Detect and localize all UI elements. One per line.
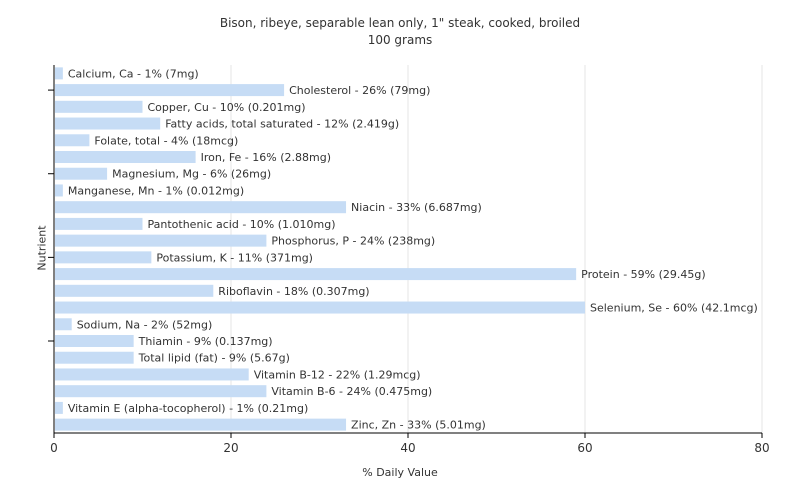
bar-5 (55, 151, 196, 163)
x-axis-label: % Daily Value (362, 466, 438, 479)
bar-label-8: Niacin - 33% (6.687mg) (351, 201, 482, 214)
bar-label-21: Zinc, Zn - 33% (5.01mg) (351, 419, 486, 432)
bar-label-5: Iron, Fe - 16% (2.88mg) (201, 151, 331, 164)
bar-label-0: Calcium, Ca - 1% (7mg) (68, 67, 199, 80)
bar-label-2: Copper, Cu - 10% (0.201mg) (148, 101, 306, 114)
bar-18 (55, 368, 249, 381)
bar-label-15: Sodium, Na - 2% (52mg) (77, 318, 213, 331)
bar-4 (55, 134, 90, 147)
bar-10 (55, 234, 267, 247)
bar-label-19: Vitamin B-6 - 24% (0.475mg) (271, 385, 432, 398)
bar-label-16: Thiamin - 9% (0.137mg) (138, 335, 273, 348)
bar-label-9: Pantothenic acid - 10% (1.010mg) (148, 218, 336, 231)
bar-label-3: Fatty acids, total saturated - 12% (2.41… (165, 118, 399, 131)
bar-14 (55, 301, 585, 314)
bar-9 (55, 217, 143, 230)
bar-20 (55, 401, 63, 414)
bar-label-4: Folate, total - 4% (18mcg) (94, 134, 238, 147)
bar-16 (55, 335, 134, 347)
bar-17 (55, 351, 134, 364)
bar-13 (55, 284, 214, 297)
bar-11 (55, 251, 152, 264)
bar-label-20: Vitamin E (alpha-tocopherol) - 1% (0.21m… (68, 402, 308, 415)
bar-label-6: Magnesium, Mg - 6% (26mg) (112, 168, 271, 181)
bar-6 (55, 167, 108, 180)
bar-12 (55, 268, 577, 281)
bar-label-14: Selenium, Se - 60% (42.1mcg) (590, 302, 758, 315)
bar-19 (55, 385, 267, 398)
bar-label-17: Total lipid (fat) - 9% (5.67g) (138, 352, 290, 365)
x-tick-label-0: 0 (50, 441, 58, 455)
bar-21 (55, 418, 347, 431)
chart-subtitle: 100 grams (367, 33, 433, 47)
bar-7 (55, 184, 63, 197)
bar-label-10: Phosphorus, P - 24% (238mg) (271, 235, 435, 248)
bar-label-18: Vitamin B-12 - 22% (1.29mcg) (254, 368, 421, 381)
bar-label-13: Riboflavin - 18% (0.307mg) (218, 285, 369, 298)
chart-title: Bison, ribeye, separable lean only, 1" s… (219, 16, 581, 30)
bar-8 (55, 201, 347, 214)
bar-15 (55, 318, 72, 331)
x-tick-label-1: 20 (223, 441, 238, 455)
x-tick-label-3: 60 (577, 441, 592, 455)
bar-3 (55, 117, 161, 130)
bar-label-7: Manganese, Mn - 1% (0.012mg) (68, 184, 244, 197)
bar-label-11: Potassium, K - 11% (371mg) (156, 251, 313, 264)
bar-2 (55, 100, 143, 113)
x-tick-label-4: 80 (754, 441, 769, 455)
bar-1 (55, 84, 285, 97)
x-tick-label-2: 40 (400, 441, 415, 455)
bar-0 (55, 67, 63, 80)
bar-label-1: Cholesterol - 26% (79mg) (289, 84, 430, 97)
bar-label-12: Protein - 59% (29.45g) (581, 268, 706, 281)
